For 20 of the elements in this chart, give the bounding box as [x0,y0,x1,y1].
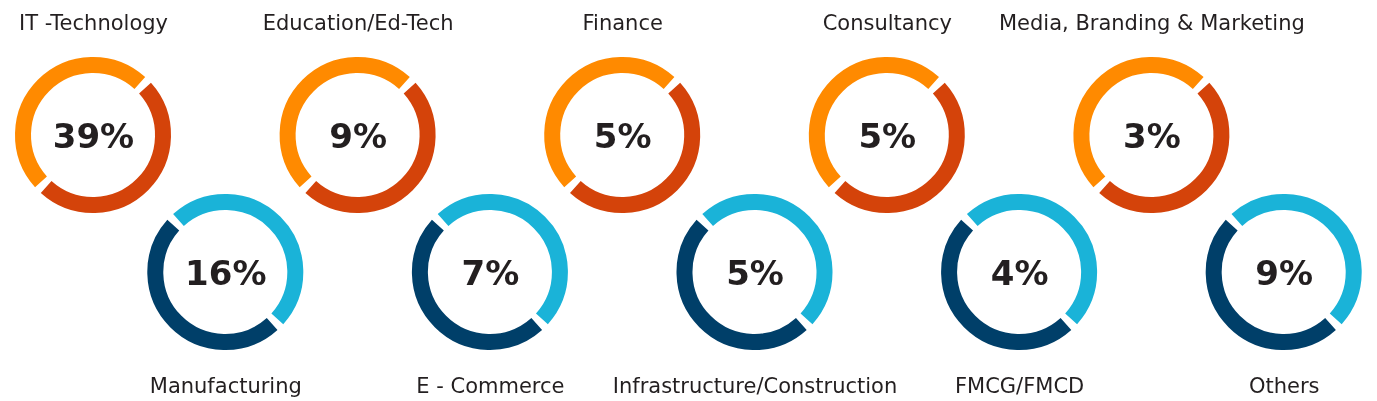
data-label: 5% [593,115,652,156]
data-label: 4% [990,252,1049,293]
category-label: Education/Ed-Tech [262,10,454,35]
category-label: Consultancy [822,10,952,35]
category-label: Manufacturing [149,373,302,398]
data-label: 16% [185,252,267,293]
data-label: 7% [461,252,520,293]
category-label: Finance [582,10,663,35]
data-label: 3% [1123,115,1181,156]
category-label: IT -Technology [19,10,168,35]
data-label: 39% [52,115,135,156]
category-label: Infrastructure/Construction [612,373,898,398]
category-label: FMCG/FMCD [954,373,1085,398]
data-label: 5% [858,115,917,156]
category-label: E - Commerce [416,373,565,398]
category-label: Others [1248,373,1320,398]
data-label: 9% [1255,252,1314,293]
data-label: 9% [329,115,387,156]
data-label: 5% [726,252,784,293]
category-label: Media, Branding & Marketing [998,10,1305,35]
